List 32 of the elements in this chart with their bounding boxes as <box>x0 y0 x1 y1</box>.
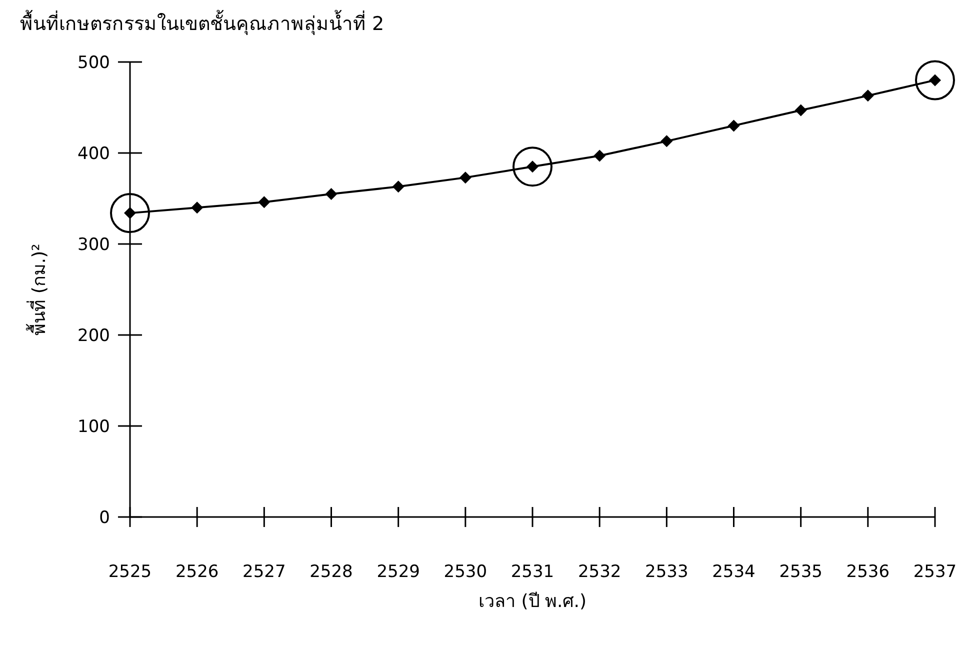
point <box>258 196 270 208</box>
y-tick-label: 100 <box>78 417 110 437</box>
point <box>728 120 740 132</box>
y-tick-label: 500 <box>78 53 110 73</box>
point <box>794 104 807 116</box>
point <box>594 150 606 162</box>
y-tick-label: 0 <box>99 508 110 528</box>
point <box>459 172 472 184</box>
point <box>325 188 338 200</box>
x-tick-label: 2526 <box>175 562 219 582</box>
y-axis-title: พื้นที่ (กม.)² <box>26 244 50 336</box>
y-tick-label: 200 <box>78 326 110 346</box>
point <box>392 180 404 193</box>
x-tick-label: 2534 <box>712 562 756 582</box>
x-axis-title: เวลา (ปี พ.ศ.) <box>478 591 586 612</box>
x-tick-label: 2537 <box>913 562 957 582</box>
x-tick-label: 2536 <box>846 562 890 582</box>
x-tick-label: 2531 <box>510 562 554 582</box>
x-tick-label: 2527 <box>242 562 286 582</box>
x-tick-label: 2535 <box>779 562 822 582</box>
y-tick-label: 400 <box>78 144 110 164</box>
x-tick-label: 2532 <box>578 562 622 582</box>
x-tick-label: 2525 <box>108 562 152 582</box>
point <box>660 135 673 148</box>
x-tick-label: 2533 <box>645 562 688 582</box>
x-tick-label: 2530 <box>444 562 488 582</box>
y-tick-label: 300 <box>78 235 110 255</box>
point <box>191 202 204 214</box>
chart-title: พื้นที่เกษตรกรรมในเขตชั้นคุณภาพลุ่มน้ำที่ 2 <box>20 10 384 36</box>
x-tick-label: 2528 <box>310 562 353 582</box>
x-tick-label: 2529 <box>376 562 420 582</box>
point <box>862 90 874 102</box>
